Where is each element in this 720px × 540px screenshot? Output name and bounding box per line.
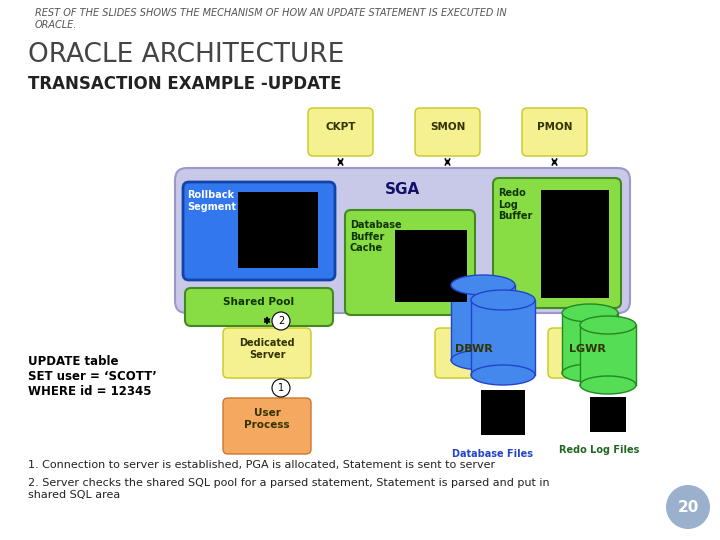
Ellipse shape: [580, 376, 636, 394]
Bar: [451, 285, 515, 360]
Ellipse shape: [562, 304, 618, 322]
Text: 2: 2: [278, 316, 284, 326]
FancyBboxPatch shape: [522, 108, 587, 156]
FancyBboxPatch shape: [223, 398, 311, 454]
Text: Database Files: Database Files: [452, 449, 534, 459]
FancyBboxPatch shape: [223, 328, 311, 378]
Text: Rollback
Segment: Rollback Segment: [187, 190, 236, 212]
FancyBboxPatch shape: [185, 288, 333, 326]
Bar: [580, 325, 636, 385]
Ellipse shape: [471, 290, 535, 310]
Circle shape: [272, 379, 290, 397]
Bar: [481, 390, 525, 435]
Text: ORACLE ARCHITECTURE: ORACLE ARCHITECTURE: [28, 42, 344, 68]
Text: Database
Buffer
Cache: Database Buffer Cache: [350, 220, 402, 253]
Bar: [238, 192, 318, 268]
FancyBboxPatch shape: [548, 328, 626, 378]
Bar: [541, 190, 609, 298]
Text: SMON: SMON: [430, 122, 465, 132]
Bar: [590, 397, 626, 432]
Text: LGWR: LGWR: [569, 344, 606, 354]
FancyBboxPatch shape: [308, 108, 373, 156]
Text: 2. Server checks the shared SQL pool for a parsed statement, Statement is parsed: 2. Server checks the shared SQL pool for…: [28, 478, 549, 500]
FancyBboxPatch shape: [175, 168, 630, 313]
Ellipse shape: [580, 316, 636, 334]
Text: Redo Log Files: Redo Log Files: [559, 445, 639, 455]
FancyBboxPatch shape: [345, 210, 475, 315]
Bar: [562, 313, 618, 373]
Ellipse shape: [451, 350, 515, 370]
Bar: [471, 300, 535, 375]
FancyBboxPatch shape: [415, 108, 480, 156]
Ellipse shape: [451, 275, 515, 295]
Circle shape: [666, 485, 710, 529]
Text: CKPT: CKPT: [325, 122, 356, 132]
Text: 20: 20: [678, 500, 698, 515]
FancyBboxPatch shape: [493, 178, 621, 308]
Circle shape: [272, 312, 290, 330]
Text: Redo
Log
Buffer: Redo Log Buffer: [498, 188, 532, 221]
Bar: [395, 230, 467, 302]
Text: SGA: SGA: [385, 182, 420, 197]
Text: User
Process: User Process: [244, 408, 290, 430]
Text: 1. Connection to server is established, PGA is allocated, Statement is sent to s: 1. Connection to server is established, …: [28, 460, 495, 470]
Text: 1: 1: [278, 383, 284, 393]
Text: DBWR: DBWR: [455, 344, 493, 354]
Text: TRANSACTION EXAMPLE -UPDATE: TRANSACTION EXAMPLE -UPDATE: [28, 75, 341, 93]
Text: Shared Pool: Shared Pool: [223, 297, 294, 307]
FancyBboxPatch shape: [183, 182, 335, 280]
Text: UPDATE table
SET user = ‘SCOTT’
WHERE id = 12345: UPDATE table SET user = ‘SCOTT’ WHERE id…: [28, 355, 157, 398]
Text: REST OF THE SLIDES SHOWS THE MECHANISM OF HOW AN UPDATE STATEMENT IS EXECUTED IN: REST OF THE SLIDES SHOWS THE MECHANISM O…: [35, 8, 507, 30]
Ellipse shape: [562, 364, 618, 382]
Text: PMON: PMON: [536, 122, 572, 132]
Text: Dedicated
Server: Dedicated Server: [239, 338, 294, 360]
FancyBboxPatch shape: [435, 328, 513, 378]
Ellipse shape: [471, 365, 535, 385]
